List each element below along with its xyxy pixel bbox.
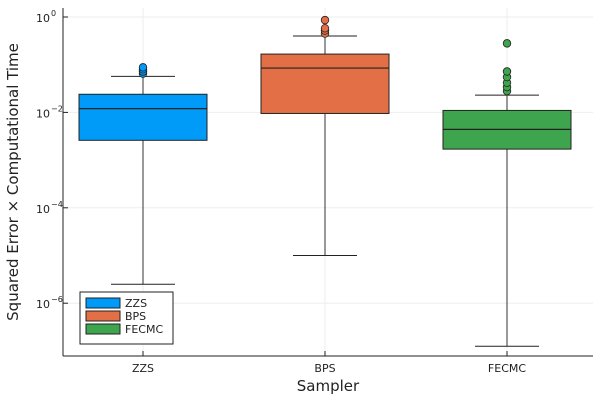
x-tick-label: BPS xyxy=(314,362,335,375)
outlier-point xyxy=(320,24,330,33)
legend-label: ZZS xyxy=(125,297,147,310)
outlier-point xyxy=(320,15,330,25)
y-tick-exponent: −2 xyxy=(51,104,63,113)
y-tick-exponent: 0 xyxy=(51,9,56,18)
x-tick-label: ZZS xyxy=(132,362,154,375)
outlier-point xyxy=(502,39,512,48)
y-tick-label: 10 xyxy=(36,107,50,120)
y-tick-exponent: −4 xyxy=(51,200,63,209)
legend-swatch-bps xyxy=(85,310,121,322)
axes xyxy=(62,8,593,357)
box-bps xyxy=(260,53,390,114)
y-tick-label: 10 xyxy=(36,203,50,216)
legend-swatch-fecmc xyxy=(85,323,121,335)
outlier-point xyxy=(138,63,148,72)
y-tick-label: 10 xyxy=(36,12,50,25)
x-tick-label: FECMC xyxy=(488,362,526,375)
legend-swatch-zzs xyxy=(85,297,121,309)
outlier-point xyxy=(502,67,512,76)
y-tick-exponent: −6 xyxy=(51,295,63,304)
x-axis-label: Sampler xyxy=(297,377,360,395)
legend-label: FECMC xyxy=(125,323,163,336)
y-axis-label: Squared Error × Computational Time xyxy=(4,43,22,321)
box-zzs xyxy=(78,93,208,141)
legend-label: BPS xyxy=(125,310,146,323)
boxes xyxy=(78,15,572,347)
y-tick-label: 10 xyxy=(36,298,50,311)
